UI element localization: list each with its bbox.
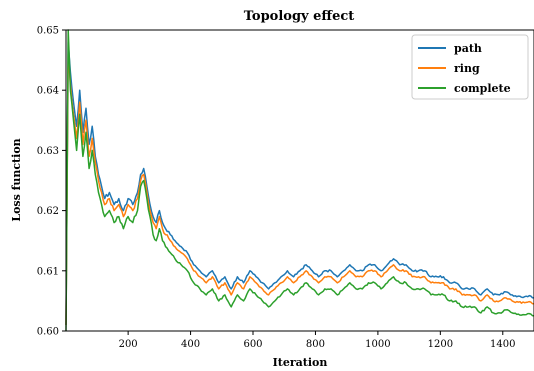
x-tick-label: 400 [181,339,200,350]
series-line-complete [65,29,534,332]
series-layer [65,29,534,332]
series-line-path [65,41,534,326]
y-tick-label: 0.61 [37,266,59,277]
legend-box [411,34,529,100]
x-tick-label: 1200 [428,339,453,350]
y-tick-label: 0.64 [37,86,59,97]
y-tick-label: 0.63 [37,146,59,157]
ticks-layer: 200 400 600 800 1000 1200 1400 0.60 0.61 0.62 0.63… [37,26,516,351]
x-tick-label: 800 [306,339,325,350]
x-tick-label: 200 [119,339,138,350]
legend-label-path: path [454,42,482,55]
chart-title: Topology effect [244,9,355,24]
y-tick-label: 0.60 [37,327,59,338]
y-tick-label: 0.62 [37,206,59,217]
series-line-ring [65,53,534,326]
x-tick-label: 1400 [490,339,515,350]
x-tick-label: 1000 [365,339,390,350]
x-axis-label: Iteration [273,356,328,369]
legend-label-complete: complete [454,82,511,95]
legend-label-ring: ring [454,62,480,75]
legend: path ring complete [411,34,529,100]
y-axis-label: Loss function [10,138,23,221]
plot-frame [65,29,534,332]
x-tick-label: 600 [243,339,262,350]
y-tick-label: 0.65 [37,26,59,37]
